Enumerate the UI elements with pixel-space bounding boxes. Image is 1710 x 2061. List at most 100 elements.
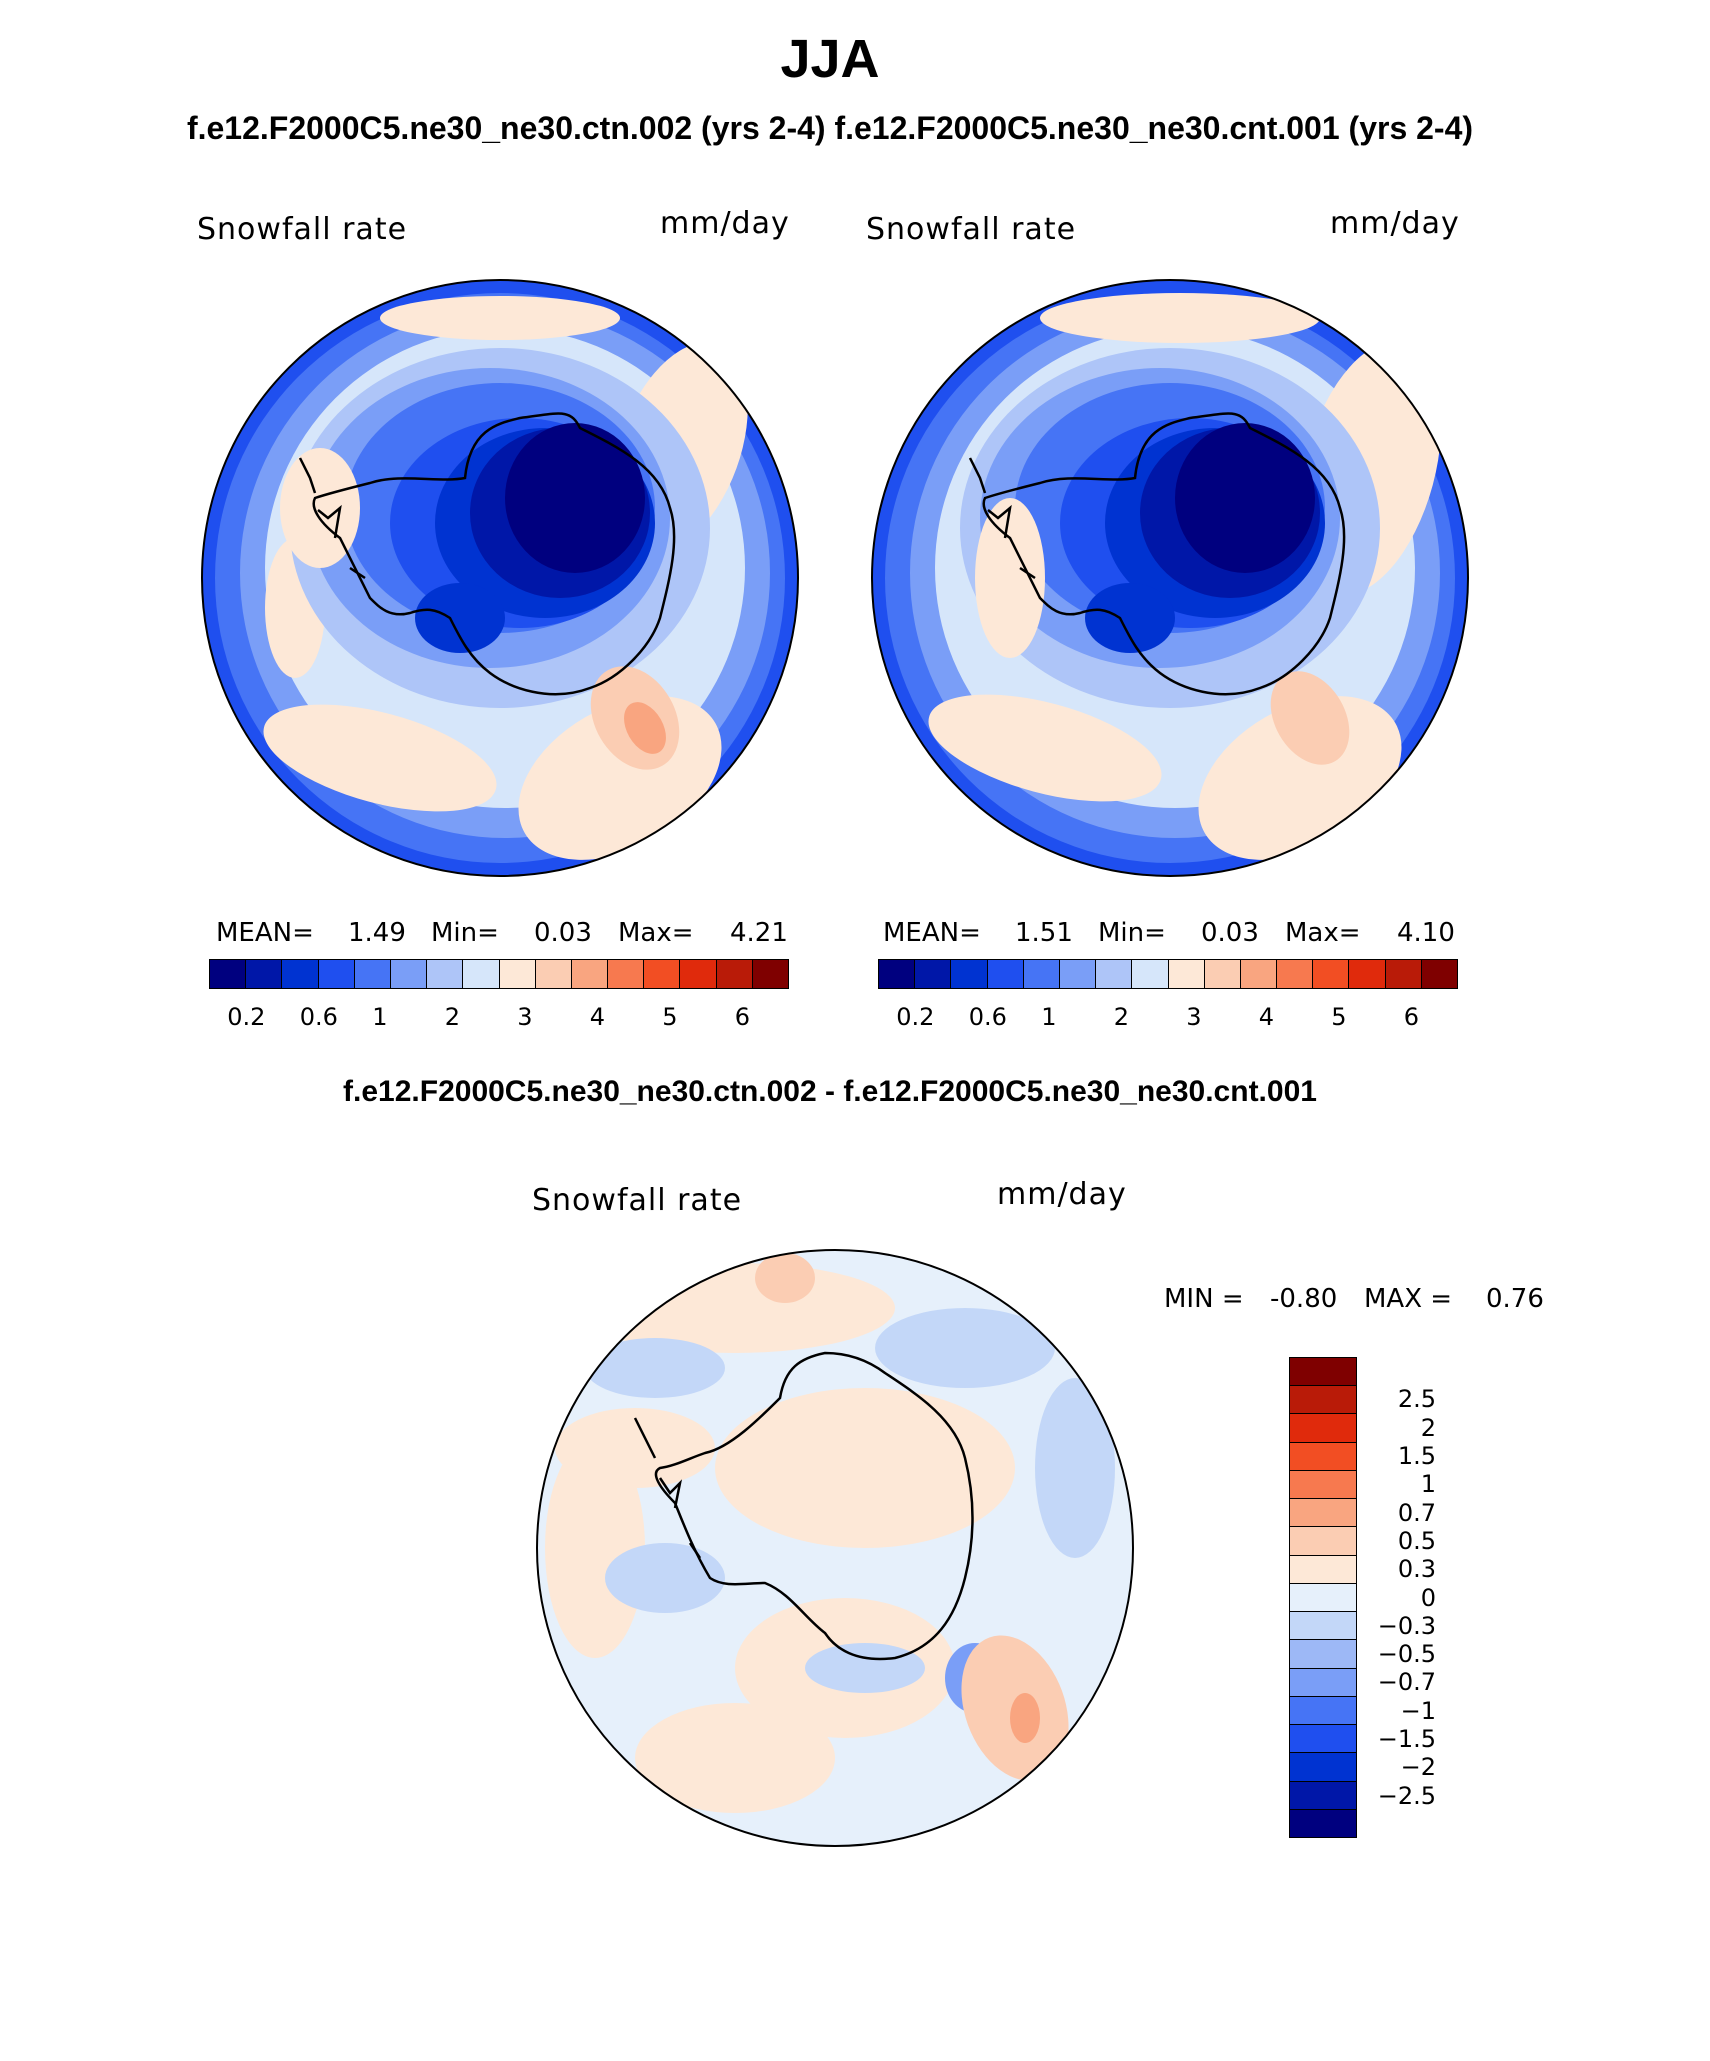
- colorbar-cell: [1167, 960, 1204, 988]
- left-min-label: Min=: [431, 918, 499, 948]
- colorbar-cell: [643, 960, 680, 988]
- colorbar-cell: [210, 960, 246, 988]
- diff-min-value: -0.80: [1270, 1284, 1338, 1314]
- colorbar-tick-label: −2: [1400, 1753, 1436, 1782]
- colorbar-cell: [1290, 1639, 1356, 1668]
- difference-colorbar: [1289, 1357, 1357, 1838]
- colorbar-cell: [1290, 1667, 1356, 1696]
- colorbar-tick-label: 2: [1420, 1413, 1436, 1442]
- colorbar-tick-label: 0.2: [896, 1003, 935, 1031]
- colorbar-cell: [1312, 960, 1349, 988]
- diff-min-label: MIN =: [1164, 1284, 1244, 1314]
- colorbar-cell: [914, 960, 951, 988]
- colorbar-tick-label: 0.3: [1397, 1555, 1436, 1584]
- diff-panel-units: mm/day: [997, 1177, 1127, 1212]
- diff-max-label: MAX =: [1364, 1284, 1453, 1314]
- colorbar-tick-label: −1.5: [1377, 1724, 1436, 1753]
- right-min-value: 0.03: [1201, 918, 1259, 948]
- colorbar-tick-label: −0.7: [1377, 1668, 1436, 1697]
- colorbar-cell: [1131, 960, 1168, 988]
- left-panel-units: mm/day: [660, 206, 790, 241]
- colorbar-cell: [1348, 960, 1385, 988]
- cases-subtitle: f.e12.F2000C5.ne30_ne30.ctn.002 (yrs 2-4…: [186, 110, 1474, 146]
- colorbar-tick-label: 1.5: [1397, 1442, 1436, 1471]
- colorbar-cell: [1290, 1695, 1356, 1725]
- colorbar-cell: [679, 960, 716, 988]
- colorbar-tick-label: 2: [1113, 1003, 1130, 1031]
- colorbar-cell: [570, 960, 608, 988]
- colorbar-cell: [1290, 1724, 1356, 1753]
- colorbar-cell: [1239, 960, 1277, 988]
- left-polar-map: [201, 279, 799, 877]
- right-polar-map: [871, 279, 1469, 877]
- season-title: JJA: [780, 29, 880, 89]
- left-colorbar-ticks: 0.2 0.6 1 2 3 4 5 6: [209, 1003, 789, 1033]
- colorbar-cell: [1290, 1526, 1356, 1555]
- colorbar-cell: [950, 960, 987, 988]
- colorbar-tick-label: 0.6: [299, 1003, 338, 1031]
- colorbar-cell: [534, 960, 571, 988]
- left-max-value: 4.21: [730, 918, 788, 948]
- difference-polar-map: [536, 1249, 1134, 1847]
- colorbar-tick-label: 5: [662, 1003, 678, 1031]
- colorbar-cell: [317, 960, 354, 988]
- left-max-label: Max=: [618, 918, 694, 948]
- colorbar-cell: [1290, 1469, 1356, 1499]
- right-panel-units: mm/day: [1330, 206, 1460, 241]
- colorbar-cell: [1290, 1385, 1356, 1414]
- right-mean-label: MEAN=: [883, 918, 981, 948]
- colorbar-tick-label: −2.5: [1377, 1781, 1436, 1810]
- left-panel-variable: Snowfall rate: [197, 212, 408, 247]
- right-colorbar: [878, 959, 1458, 989]
- colorbar-tick-label: −1: [1400, 1696, 1436, 1725]
- colorbar-tick-label: 1: [372, 1003, 388, 1031]
- colorbar-cell: [426, 960, 463, 988]
- colorbar-tick-label: 3: [517, 1003, 533, 1031]
- colorbar-cell: [498, 960, 535, 988]
- colorbar-tick-label: 5: [1331, 1003, 1347, 1031]
- colorbar-cell: [879, 960, 915, 988]
- colorbar-cell: [607, 960, 644, 988]
- colorbar-tick-label: −0.3: [1377, 1611, 1436, 1640]
- colorbar-cell: [462, 960, 499, 988]
- right-colorbar-ticks: 0.2 0.6 1 2 3 4 5 6: [878, 1003, 1458, 1033]
- difference-title: f.e12.F2000C5.ne30_ne30.ctn.002 - f.e12.…: [343, 1075, 1317, 1108]
- right-min-label: Min=: [1098, 918, 1166, 948]
- diff-max-value: 0.76: [1486, 1284, 1544, 1314]
- colorbar-cell: [751, 960, 788, 988]
- colorbar-tick-label: 0.7: [1397, 1498, 1436, 1527]
- colorbar-cell: [1290, 1752, 1356, 1781]
- colorbar-tick-label: 2.5: [1397, 1385, 1436, 1414]
- colorbar-cell: [1276, 960, 1313, 988]
- colorbar-tick-label: 1: [1420, 1470, 1436, 1499]
- colorbar-tick-label: 2: [444, 1003, 461, 1031]
- colorbar-tick-label: 0.6: [968, 1003, 1007, 1031]
- colorbar-tick-label: 6: [1403, 1003, 1420, 1031]
- colorbar-tick-label: 3: [1186, 1003, 1202, 1031]
- colorbar-cell: [715, 960, 752, 988]
- colorbar-cell: [1095, 960, 1132, 988]
- right-mean-value: 1.51: [1015, 918, 1073, 948]
- colorbar-cell: [1290, 1498, 1356, 1527]
- colorbar-tick-label: 1: [1041, 1003, 1057, 1031]
- right-max-label: Max=: [1285, 918, 1361, 948]
- left-mean-label: MEAN=: [216, 918, 314, 948]
- colorbar-tick-label: 4: [1258, 1003, 1275, 1031]
- colorbar-cell: [1022, 960, 1059, 988]
- left-min-value: 0.03: [534, 918, 592, 948]
- colorbar-cell: [281, 960, 318, 988]
- colorbar-tick-label: 4: [589, 1003, 606, 1031]
- colorbar-cell: [986, 960, 1023, 988]
- colorbar-cell: [1058, 960, 1096, 988]
- right-max-value: 4.10: [1397, 918, 1455, 948]
- right-panel-variable: Snowfall rate: [866, 212, 1077, 247]
- colorbar-tick-label: −0.5: [1377, 1640, 1436, 1669]
- colorbar-cell: [1290, 1441, 1356, 1470]
- colorbar-cell: [353, 960, 390, 988]
- colorbar-cell: [1420, 960, 1457, 988]
- colorbar-cell: [389, 960, 427, 988]
- colorbar-tick-label: 0: [1420, 1583, 1436, 1612]
- colorbar-cell: [1290, 1808, 1356, 1837]
- colorbar-cell: [1290, 1582, 1356, 1612]
- colorbar-cell: [245, 960, 282, 988]
